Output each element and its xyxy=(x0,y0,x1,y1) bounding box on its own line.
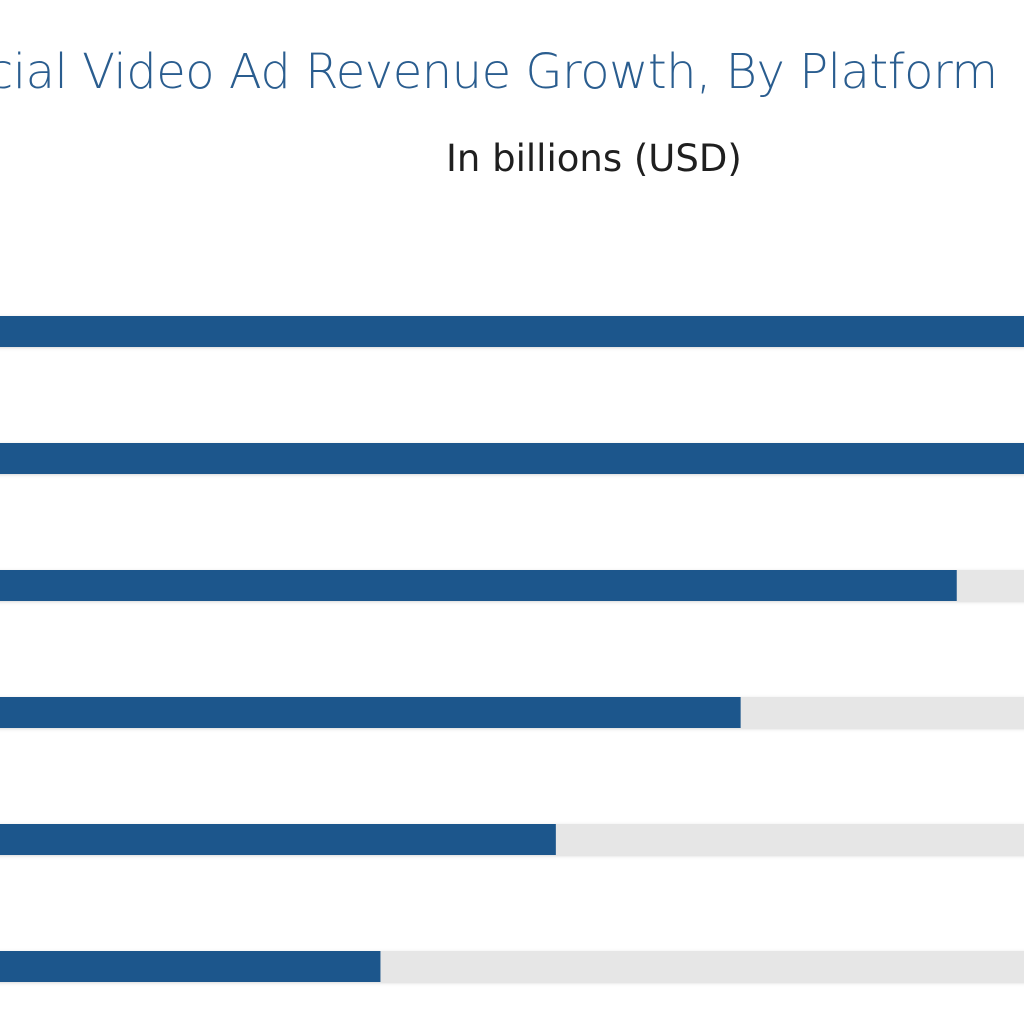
bar-row-4 xyxy=(0,697,1024,728)
bar-4 xyxy=(0,697,741,728)
bar-5 xyxy=(0,824,556,855)
bar-6 xyxy=(0,951,381,982)
bar-3 xyxy=(0,570,957,601)
bar-row-6 xyxy=(0,951,1024,982)
bar-row-1 xyxy=(0,316,1024,347)
bar-1 xyxy=(0,316,1024,347)
bar-row-2 xyxy=(0,443,1024,474)
chart-title: ocial Video Ad Revenue Growth, By Platfo… xyxy=(0,44,998,100)
bar-row-5 xyxy=(0,824,1024,855)
bar-2 xyxy=(0,443,1024,474)
bar-row-3 xyxy=(0,570,1024,601)
chart-subtitle: In billions (USD) xyxy=(446,137,742,180)
